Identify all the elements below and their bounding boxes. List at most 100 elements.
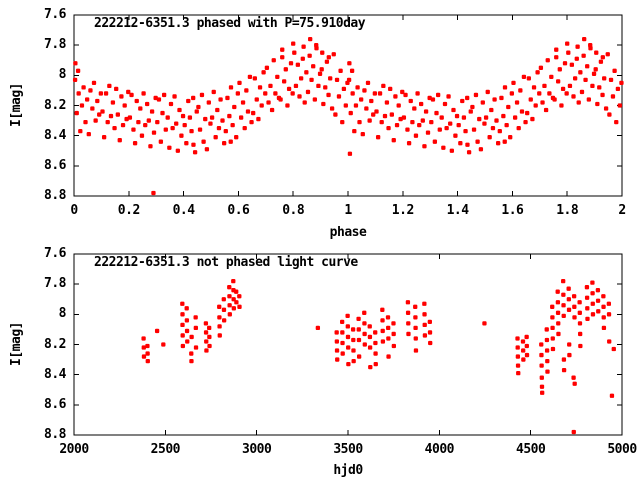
data-point [280, 47, 285, 52]
data-point [483, 115, 489, 120]
data-point [231, 306, 236, 311]
data-point [427, 95, 432, 101]
data-point [516, 125, 521, 131]
data-point [524, 343, 529, 349]
data-point [585, 316, 590, 322]
data-point [555, 300, 561, 305]
data-point [278, 97, 283, 102]
data-point [530, 116, 535, 122]
data-point [406, 331, 411, 337]
data-point [547, 91, 552, 96]
data-point [441, 145, 446, 150]
data-point [466, 150, 472, 155]
data-point [561, 292, 566, 297]
data-point [422, 144, 427, 149]
data-point [511, 80, 516, 86]
data-point [384, 100, 390, 105]
data-point [427, 330, 433, 335]
data-point [193, 315, 198, 320]
data-point [324, 59, 330, 64]
data-point [184, 328, 190, 334]
data-point [543, 107, 549, 113]
data-point [153, 95, 158, 101]
data-point [117, 138, 122, 143]
phased-x-tick-label: 1.4 [446, 203, 469, 218]
hjd0-axis-label: hjd0 [333, 463, 363, 478]
data-point [565, 41, 570, 46]
data-point [237, 304, 242, 309]
data-point [351, 358, 356, 364]
data-point [345, 334, 351, 340]
data-point [297, 94, 302, 99]
data-point [571, 94, 576, 99]
data-point [382, 113, 388, 119]
data-point [290, 91, 295, 96]
data-point [539, 352, 544, 358]
data-point [461, 115, 467, 120]
data-point [401, 115, 407, 120]
data-point [480, 100, 485, 105]
data-point [180, 301, 185, 306]
data-point [607, 112, 612, 117]
data-point [222, 141, 227, 146]
data-point [422, 312, 427, 317]
data-point [391, 138, 396, 143]
data-point [155, 119, 160, 125]
data-point [502, 85, 508, 90]
data-point [217, 324, 222, 329]
data-point [197, 127, 203, 132]
data-point [574, 56, 579, 61]
data-point [501, 113, 506, 119]
data-point [566, 50, 571, 55]
data-point [345, 324, 350, 329]
data-point [560, 86, 566, 92]
data-point [251, 110, 256, 116]
data-point [550, 304, 555, 309]
light-curve-y-tick-label: 7.8 [44, 276, 66, 292]
data-point [340, 319, 345, 325]
data-point [288, 61, 294, 66]
data-point [259, 103, 264, 108]
data-point [207, 343, 212, 349]
data-point [478, 147, 484, 152]
data-point [463, 128, 468, 134]
data-point [458, 141, 463, 146]
data-point [460, 98, 465, 104]
data-point [360, 132, 365, 137]
data-point [590, 83, 595, 89]
data-point [124, 116, 129, 122]
data-point [161, 342, 166, 347]
data-point [75, 68, 81, 73]
data-point [148, 144, 153, 149]
data-point [386, 354, 391, 359]
data-point [203, 330, 209, 335]
data-point [334, 77, 340, 83]
data-point [362, 331, 367, 337]
data-point [340, 351, 345, 356]
data-point [413, 325, 418, 331]
data-point [355, 85, 360, 90]
data-point [595, 288, 601, 293]
data-point [485, 89, 490, 95]
data-point [81, 85, 86, 90]
data-point [575, 44, 580, 49]
data-point [369, 98, 374, 104]
data-point [126, 89, 131, 95]
data-point [154, 328, 160, 334]
data-point [557, 67, 562, 72]
data-point [204, 339, 209, 344]
data-point [453, 133, 458, 138]
data-point [380, 318, 385, 323]
phased-y-tick-label: 8.6 [44, 157, 66, 173]
data-point [85, 97, 90, 102]
data-point [549, 74, 554, 79]
light-curve-plot-area [73, 253, 623, 436]
data-point [180, 312, 185, 317]
data-point [400, 89, 405, 95]
data-point [225, 95, 230, 101]
data-point [293, 83, 299, 89]
data-point [405, 300, 411, 305]
data-point [542, 83, 547, 89]
data-point [86, 132, 91, 137]
